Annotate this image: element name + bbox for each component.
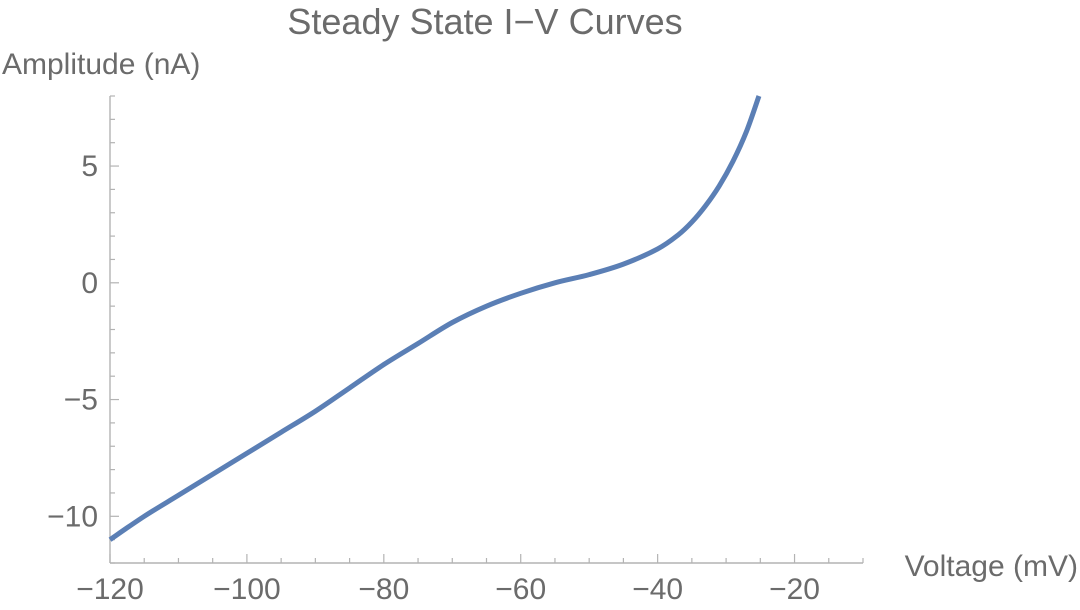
x-tick-label: −60: [495, 573, 546, 606]
x-tick-label: −20: [769, 573, 820, 606]
chart-title: Steady State I−V Curves: [287, 1, 682, 42]
x-ticks: −120 −100 −80 −60 −40 −20: [76, 554, 864, 606]
y-tick-label: −10: [47, 500, 98, 533]
y-axis-label: Amplitude (nA): [2, 48, 200, 81]
y-tick-label: 5: [81, 150, 98, 183]
x-tick-label: −120: [76, 573, 144, 606]
x-tick-label: −80: [358, 573, 409, 606]
y-tick-label: 0: [81, 267, 98, 300]
x-tick-label: −100: [213, 573, 281, 606]
y-ticks: −10 −5 0 5: [47, 95, 119, 564]
series-layer: [108, 95, 762, 542]
x-axis-label: Voltage (mV): [905, 550, 1078, 583]
series-line-0: [108, 95, 762, 542]
y-tick-label: −5: [64, 384, 98, 417]
x-tick-label: −40: [632, 573, 683, 606]
